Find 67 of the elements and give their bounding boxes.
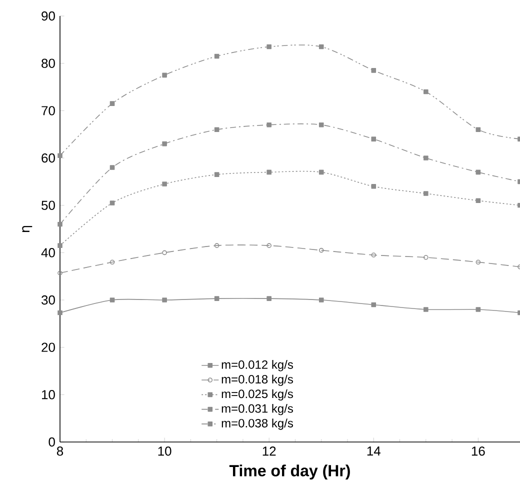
point (214, 243, 220, 248)
point (476, 307, 481, 312)
point (162, 182, 167, 186)
x-tick-label: 16 (472, 446, 485, 456)
point (58, 153, 62, 158)
x-tick-label: 8 (56, 446, 64, 456)
x-tick-label: 12 (262, 446, 276, 456)
point (214, 127, 220, 132)
point (371, 136, 376, 142)
point (318, 248, 324, 253)
x-axis-title: Time of day (Hr) (229, 464, 350, 480)
point (371, 302, 376, 308)
point (110, 200, 115, 206)
y-tick-label: 50 (42, 200, 55, 210)
point (110, 101, 115, 106)
point (266, 243, 272, 248)
point (424, 89, 428, 94)
legend-label: m=0.012 kg/s (222, 360, 293, 372)
point (162, 298, 167, 302)
point (58, 243, 62, 248)
y-tick-label: 70 (42, 106, 55, 116)
point (266, 170, 272, 175)
point (476, 170, 481, 175)
point (476, 127, 481, 132)
point (58, 270, 62, 276)
point (266, 44, 272, 50)
point (371, 68, 376, 73)
point (162, 250, 167, 256)
point (266, 296, 272, 301)
point (214, 54, 220, 59)
legend-label: m=0.031 kg/s (222, 404, 293, 416)
legend-label: m=0.025 kg/s (222, 389, 293, 401)
point (371, 252, 376, 258)
y-tick-label: 30 (42, 295, 55, 305)
point (476, 260, 481, 265)
point (214, 172, 220, 177)
point (214, 296, 220, 301)
point (371, 184, 376, 189)
point (318, 122, 324, 128)
y-tick-label: 10 (42, 390, 55, 400)
y-tick-label: 0 (48, 437, 55, 447)
point (318, 298, 324, 302)
point (162, 141, 167, 146)
legend-label: m=0.018 kg/s (222, 374, 293, 386)
y-tick-label: 40 (41, 248, 55, 258)
y-tick-label: 90 (42, 11, 55, 21)
point (476, 198, 481, 204)
point (58, 310, 62, 316)
y-tick-label: 20 (42, 342, 55, 352)
point (110, 298, 115, 302)
y-axis-title: η (22, 226, 32, 232)
point (58, 222, 62, 227)
point (162, 72, 167, 78)
point (318, 44, 324, 50)
x-tick-label: 14 (367, 446, 380, 456)
point (110, 260, 115, 265)
legend-label: m=0.038 kg/s (222, 418, 293, 430)
x-tick-label: 10 (158, 446, 172, 456)
point (424, 255, 428, 260)
y-tick-label: 80 (42, 58, 55, 68)
point (110, 165, 115, 170)
point (424, 307, 428, 312)
y-tick-label: 60 (42, 153, 55, 163)
point (318, 170, 324, 175)
point (424, 156, 428, 160)
point (266, 122, 272, 128)
point (424, 191, 428, 196)
